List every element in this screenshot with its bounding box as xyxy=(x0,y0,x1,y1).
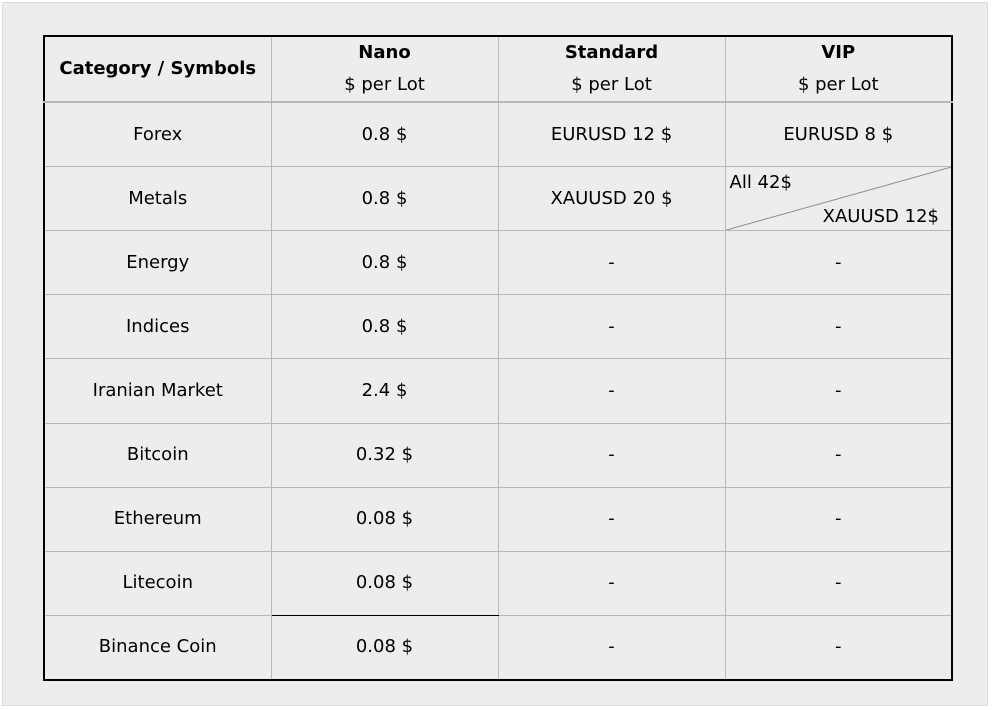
vip-fee-cell: - xyxy=(724,486,953,552)
category-cell: Bitcoin xyxy=(43,422,272,488)
commission-table: Category / Symbols Nano $ per Lot Standa… xyxy=(43,35,953,681)
vip-fee-cell: EURUSD 8 $ xyxy=(724,101,953,168)
vip-fee-cell: - xyxy=(724,550,953,616)
category-cell: Metals xyxy=(43,166,272,232)
category-cell: Ethereum xyxy=(43,486,272,552)
nano-fee-cell: 0.8 $ xyxy=(270,101,499,168)
table-row-ethereum: Ethereum 0.08 $ - - xyxy=(43,486,953,552)
nano-fee-cell: 2.4 $ xyxy=(270,358,499,424)
header-nano: Nano $ per Lot xyxy=(270,35,499,103)
vip-xauusd-fee: XAUUSD 12$ xyxy=(822,206,939,228)
vip-all-fee: All 42$ xyxy=(729,172,792,194)
category-cell: Iranian Market xyxy=(43,358,272,424)
standard-fee-cell: - xyxy=(497,550,726,616)
header-row: Category / Symbols Nano $ per Lot Standa… xyxy=(43,35,953,103)
category-cell: Forex xyxy=(43,101,272,168)
nano-fee-cell: 0.8 $ xyxy=(270,230,499,296)
diagonal-divider xyxy=(726,167,952,230)
standard-fee-cell: - xyxy=(497,230,726,296)
nano-fee-cell: 0.08 $ xyxy=(270,486,499,552)
nano-fee-cell: 0.32 $ xyxy=(270,422,499,488)
header-nano-name: Nano xyxy=(358,42,411,63)
vip-fee-cell: - xyxy=(724,230,953,296)
vip-fee-cell: - xyxy=(724,358,953,424)
header-standard-unit: $ per Lot xyxy=(571,74,652,95)
standard-fee-cell: - xyxy=(497,358,726,424)
vip-fee-cell: - xyxy=(724,294,953,360)
category-cell: Binance Coin xyxy=(43,614,272,681)
vip-fee-cell: - xyxy=(724,614,953,681)
header-vip-name: VIP xyxy=(821,42,856,63)
standard-fee-cell: - xyxy=(497,422,726,488)
table-row-energy: Energy 0.8 $ - - xyxy=(43,230,953,296)
header-nano-unit: $ per Lot xyxy=(344,74,425,95)
header-vip-unit: $ per Lot xyxy=(797,74,879,95)
vip-split-cell: All 42$ XAUUSD 12$ xyxy=(724,166,953,232)
table-row-binance-coin: Binance Coin 0.08 $ - - xyxy=(43,614,953,681)
standard-fee-cell: - xyxy=(497,614,726,681)
table-row-forex: Forex 0.8 $ EURUSD 12 $ EURUSD 8 $ xyxy=(43,101,953,168)
vip-fee-cell: - xyxy=(724,422,953,488)
header-standard-name: Standard xyxy=(564,42,659,63)
standard-fee-cell: - xyxy=(497,294,726,360)
nano-fee-cell: 0.08 $ xyxy=(270,550,499,616)
standard-fee-cell: XAUUSD 20 $ xyxy=(497,166,726,232)
nano-fee-cell: 0.8 $ xyxy=(270,294,499,360)
header-vip: VIP $ per Lot xyxy=(724,35,953,103)
header-standard: Standard $ per Lot xyxy=(497,35,726,103)
category-cell: Energy xyxy=(43,230,272,296)
category-cell: Indices xyxy=(43,294,272,360)
table-row-litecoin: Litecoin 0.08 $ - - xyxy=(43,550,953,616)
nano-fee-cell: 0.08 $ xyxy=(270,614,499,681)
standard-fee-cell: EURUSD 12 $ xyxy=(497,101,726,168)
table-row-iranian-market: Iranian Market 2.4 $ - - xyxy=(43,358,953,424)
table-row-bitcoin: Bitcoin 0.32 $ - - xyxy=(43,422,953,488)
table-row-indices: Indices 0.8 $ - - xyxy=(43,294,953,360)
header-category: Category / Symbols xyxy=(43,35,272,103)
table-row-metals: Metals 0.8 $ XAUUSD 20 $ All 42$ XAUUSD … xyxy=(43,166,953,232)
category-cell: Litecoin xyxy=(43,550,272,616)
nano-fee-cell: 0.8 $ xyxy=(270,166,499,232)
standard-fee-cell: - xyxy=(497,486,726,552)
